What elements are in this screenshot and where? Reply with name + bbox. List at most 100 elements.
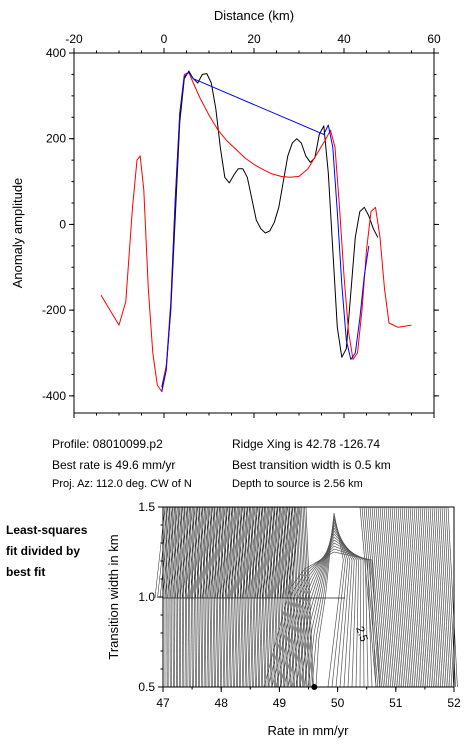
contour-line (439, 506, 451, 688)
contour-line (222, 506, 233, 599)
contour-line (179, 506, 182, 688)
contour-line (302, 506, 311, 688)
contour-line (169, 506, 181, 599)
contour-line (385, 506, 401, 688)
contour-line (429, 506, 442, 688)
misfit-ticks: 47 48 49 50 51 52 0.5 1.0 1.5 (138, 500, 461, 710)
contour-line (275, 506, 283, 688)
contour-line (254, 506, 266, 599)
contour-line (214, 506, 218, 688)
contour-line (278, 506, 286, 688)
contour-line (199, 506, 203, 688)
y-tick-label: 1.0 (138, 590, 155, 604)
contour-line (381, 506, 397, 688)
contour-line (263, 551, 381, 688)
contour-line (202, 506, 213, 599)
contour-line (211, 506, 215, 688)
contour-line (229, 506, 241, 599)
contour-line (415, 506, 429, 688)
contour-line (289, 506, 297, 688)
contour-line (194, 506, 206, 599)
contour-line (197, 506, 201, 688)
y-tick-label: 0.5 (138, 680, 155, 694)
contour-line (249, 506, 261, 599)
contour-line (178, 506, 181, 688)
contour-line (187, 506, 198, 599)
contour-line (423, 506, 436, 688)
contour-line (220, 506, 225, 688)
contour-line (272, 506, 279, 688)
y-tick-label: 1.5 (138, 500, 155, 514)
contour-line (234, 506, 246, 599)
x-tick-label: 48 (215, 696, 229, 710)
profile-frame (73, 52, 435, 414)
contour-line (441, 506, 453, 688)
contour-line (218, 506, 223, 688)
contour-line (192, 506, 203, 599)
contour-line (266, 506, 273, 688)
contour-line (207, 506, 218, 599)
contour-line (233, 506, 238, 688)
contour-line (227, 506, 238, 599)
contour-line (259, 506, 271, 599)
x-tick-label: 49 (273, 696, 287, 710)
contour-line (267, 506, 278, 599)
profile-plot: Distance (km) Anomaly amplitude -20 0 20 40… (10, 8, 441, 418)
contour-label: 2.5 (353, 625, 370, 643)
contour-line (214, 506, 226, 599)
contour-line (407, 506, 421, 688)
y-tick-label: 0 (59, 217, 66, 231)
depth-text: Depth to source is 2.56 km (232, 478, 363, 490)
contour-line (431, 506, 443, 688)
y-tick-label: -400 (42, 389, 66, 403)
contour-line (425, 506, 438, 688)
contour-line (232, 506, 243, 599)
contour-line (387, 506, 403, 688)
contour-line (417, 506, 430, 688)
contour-line (167, 506, 178, 599)
contour-line (389, 506, 405, 688)
x-tick-label: 50 (331, 696, 345, 710)
misfit-caption-line: Least-squares (6, 523, 88, 537)
x-tick-label: 0 (161, 32, 168, 46)
contour-line (293, 506, 302, 688)
contour-line (179, 506, 191, 599)
contour-line (359, 506, 377, 688)
contour-line (433, 506, 445, 688)
ridge-crossing-text: Ridge Xing is 42.78 -126.74 (232, 437, 381, 451)
contour-line (262, 506, 273, 599)
transition-width-text: Best transition width is 0.5 km (232, 458, 391, 472)
contour-line (289, 506, 301, 599)
x-tick-label: 51 (389, 696, 403, 710)
contour-line (405, 506, 419, 688)
profile-series (100, 70, 412, 393)
contour-line (419, 506, 432, 688)
contour-line (299, 506, 308, 688)
contour-line (209, 506, 213, 688)
contour-line (375, 506, 392, 688)
contour-line (279, 506, 291, 599)
contour-line (259, 506, 266, 688)
contour-line (229, 506, 234, 688)
contour-line (397, 506, 412, 688)
contour-line (264, 506, 276, 599)
contour-line (277, 506, 288, 599)
series-line-2 (161, 71, 370, 392)
contour-line (212, 506, 223, 599)
contour-line (244, 506, 250, 688)
x-tick-label: -20 (65, 32, 83, 46)
contour-line (403, 506, 417, 688)
contour-line (187, 506, 190, 688)
misfit-caption: Least-squares fit divided by best fit (6, 520, 87, 583)
contour-line (371, 506, 388, 688)
contour-line (409, 506, 423, 688)
contour-line (193, 506, 196, 688)
contour-line (242, 506, 253, 599)
misfit-frame (162, 506, 455, 688)
contour-line (248, 506, 254, 688)
contour-line (212, 506, 216, 688)
contour-line (202, 506, 206, 688)
contour-line (164, 506, 176, 599)
contour-line (421, 506, 434, 688)
contour-line (435, 506, 447, 688)
